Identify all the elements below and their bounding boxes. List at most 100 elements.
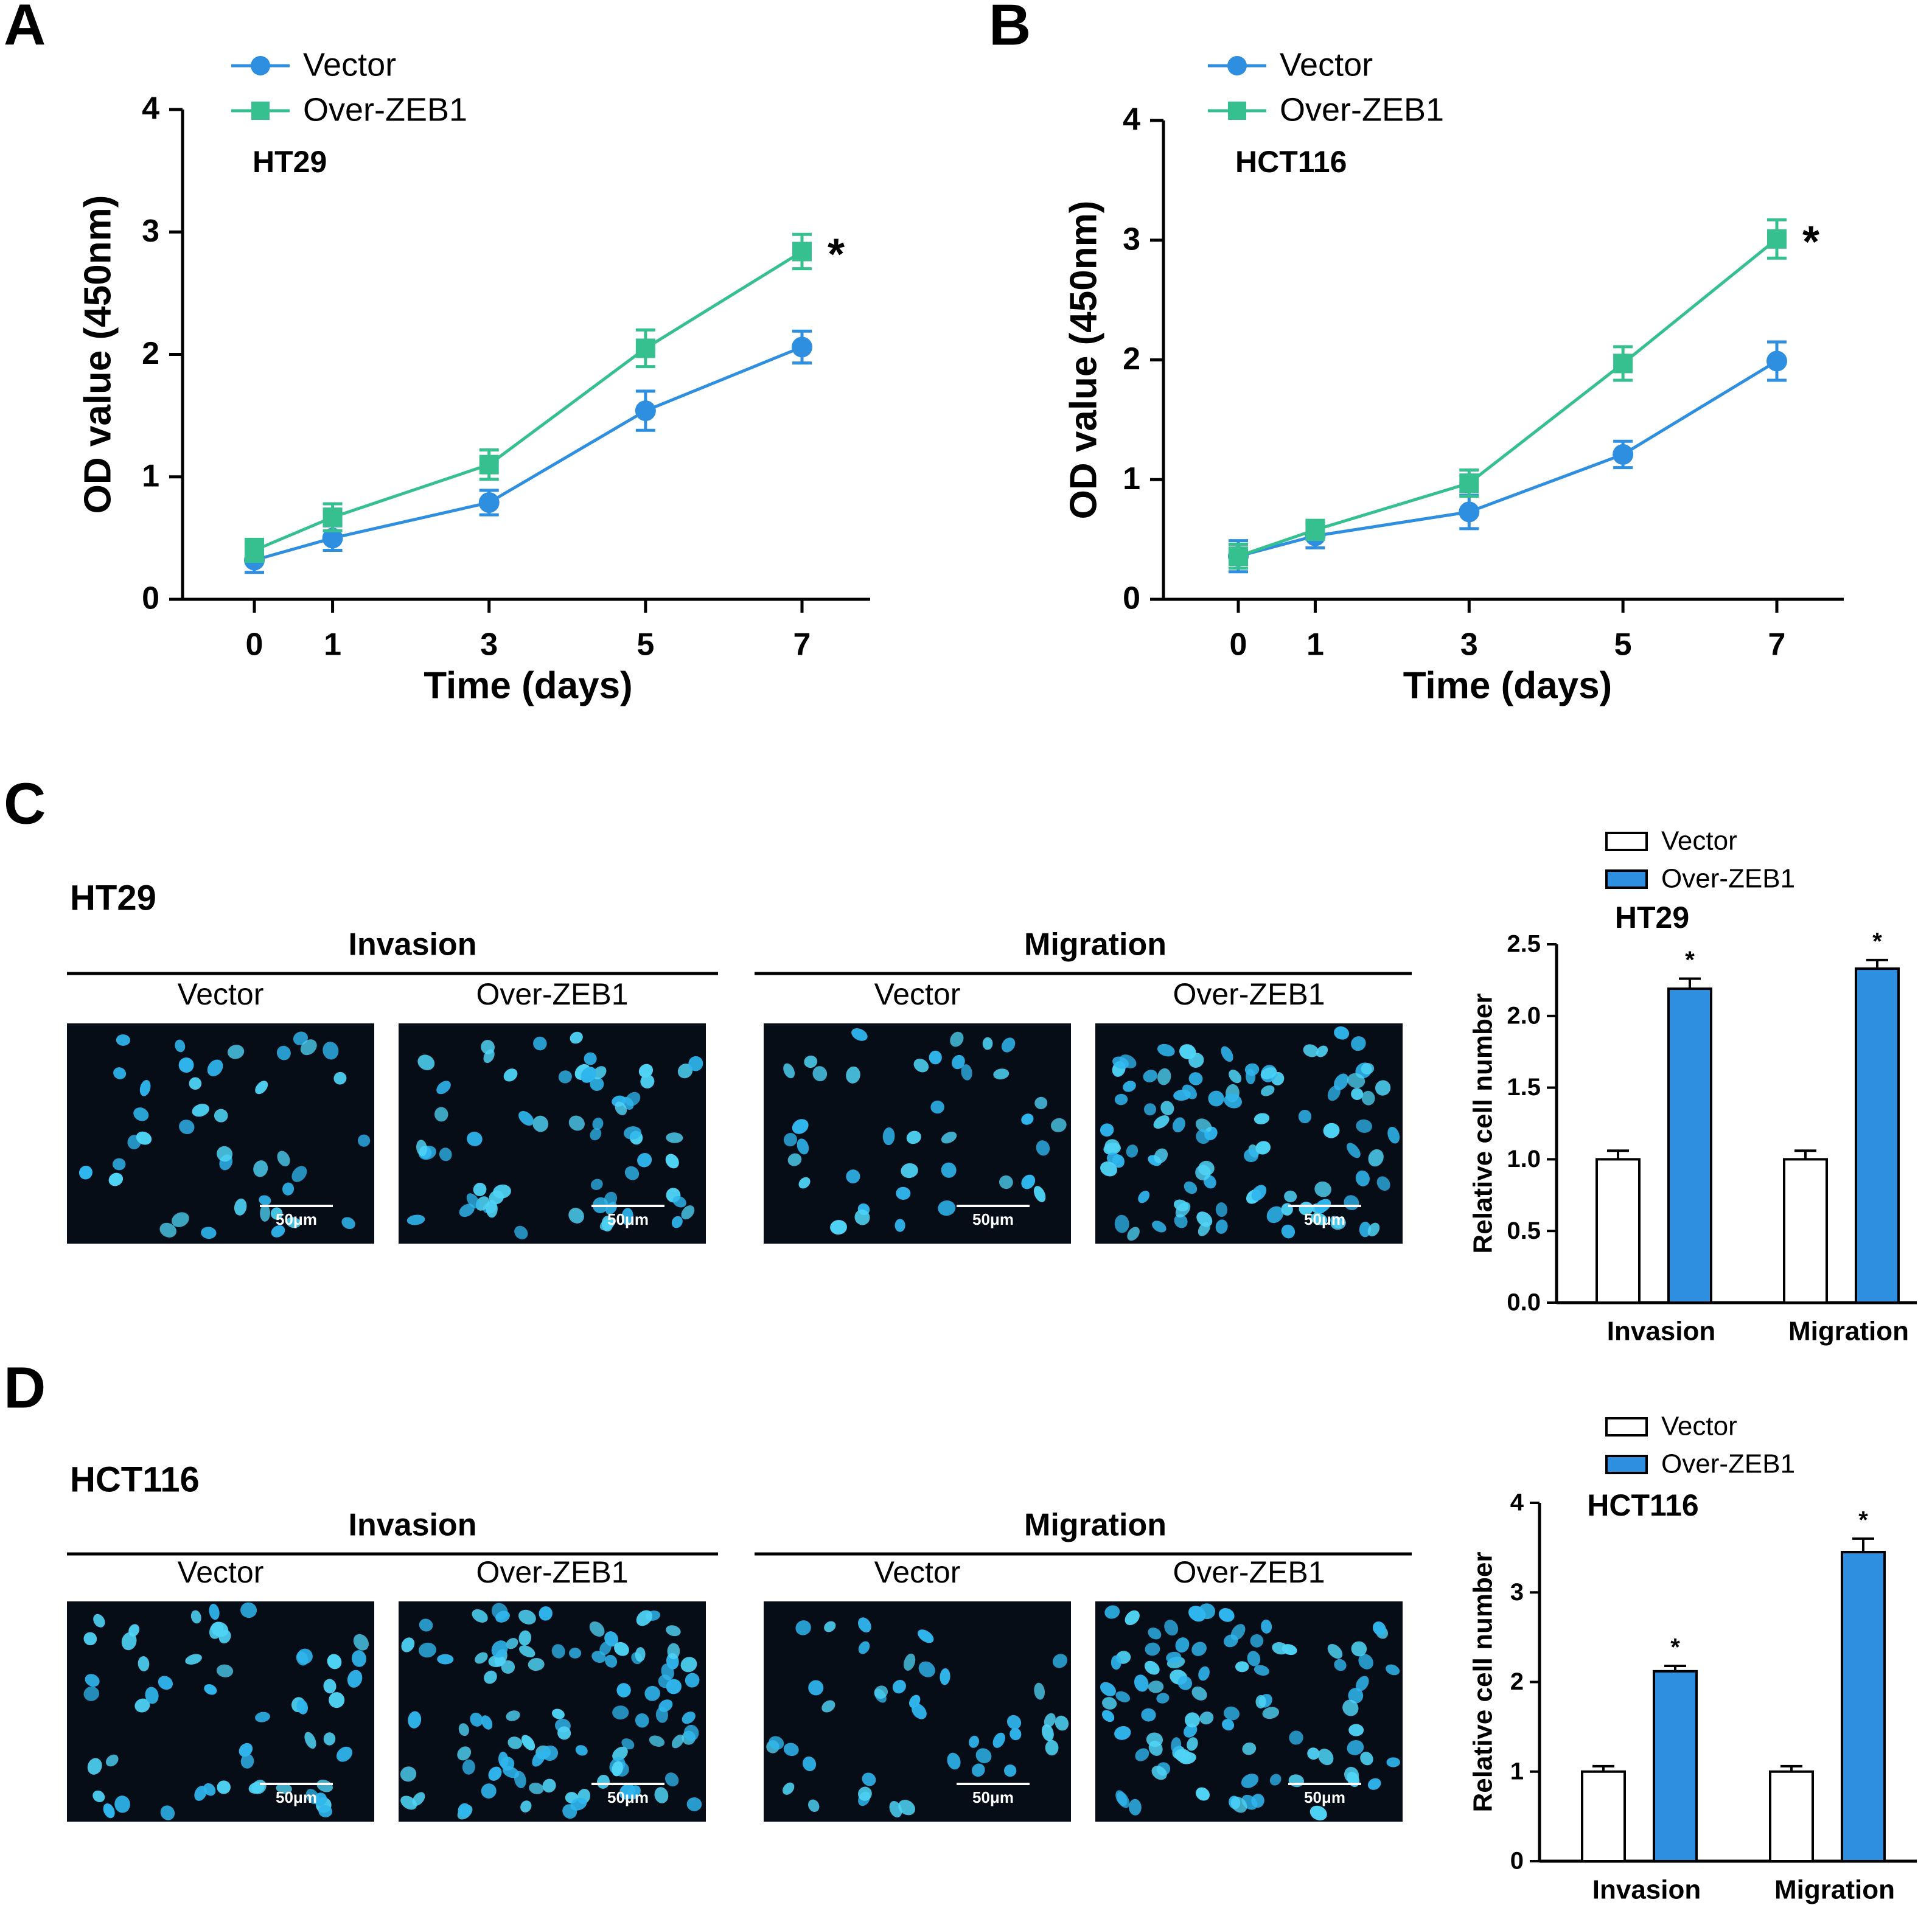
cell-nucleus [803,1756,817,1771]
cell-nucleus [475,1196,490,1211]
migration-header: Migration [1024,927,1167,963]
data-point-vector [1459,501,1480,523]
cell-nucleus [1045,1740,1059,1756]
cell-nucleus [507,1736,523,1749]
cell-nucleus [103,1803,115,1819]
cell-nucleus [901,1163,918,1179]
cell-nucleus [175,1039,186,1053]
cell-nucleus [1111,1655,1121,1670]
cell-nucleus [1100,1682,1116,1696]
cell-nucleus [918,1629,934,1643]
cell-nucleus [533,1036,547,1051]
cell-nucleus [502,1766,520,1778]
cell-nucleus [892,1680,906,1694]
cell-nucleus [528,1658,545,1671]
cell-nucleus [1254,1113,1270,1124]
x-tick-label: 0 [246,627,263,663]
legend-swatch-over-zeb1 [1605,1455,1648,1474]
cell-nucleus [605,1654,618,1668]
cell-nucleus [1348,1688,1364,1704]
y-axis-title: Relative cell number [1468,1552,1498,1813]
cell-nucleus [1041,1724,1054,1741]
data-point-over-zeb1 [1459,473,1479,493]
cell-nucleus [912,1703,927,1719]
cell-nucleus [680,1657,697,1673]
legend-marker-square [1228,102,1246,120]
cell-nucleus [569,1648,582,1659]
cell-nucleus [1114,1093,1128,1106]
cell-nucleus [92,1790,105,1803]
cell-nucleus [1367,1222,1380,1237]
microscopy-image: 50μm [399,1023,706,1244]
cell-nucleus [209,1603,220,1620]
y-tick-label: 2 [1123,341,1140,377]
cell-nucleus [581,1067,596,1083]
cell-nucleus [1114,1214,1129,1233]
cell-nucleus [204,1684,217,1695]
cell-nucleus [1347,1143,1361,1158]
cell-nucleus [139,1079,151,1096]
cell-nucleus [1372,1621,1386,1635]
data-point-over-zeb1 [792,242,812,262]
cell-nucleus [557,1726,571,1740]
cell-nucleus [636,1610,653,1626]
legend-label: Over-ZEB1 [1661,1449,1795,1479]
cell-nucleus [85,1674,100,1687]
cell-nucleus [1262,1707,1280,1719]
cell-nucleus [627,1785,641,1800]
cell-nucleus [483,1049,495,1064]
cell-nucleus [439,1148,452,1161]
cell-nucleus [473,1182,487,1196]
cell-nucleus [520,1800,532,1813]
bar-vector [1581,1770,1626,1862]
y-tick-label: 1.0 [1507,1146,1541,1172]
cell-nucleus [260,1204,270,1222]
scale-bar-label: 50μm [276,1788,317,1806]
image-label: Vector [874,1555,961,1589]
cell-nucleus [601,1215,613,1232]
cell-nucleus [1126,1144,1139,1158]
cell-nucleus [1323,1123,1340,1138]
cell-nucleus [671,1734,685,1749]
panel-label-b: B [989,0,1031,57]
data-point-vector [478,492,500,514]
y-tick-label: 0 [1123,581,1140,616]
cell-nucleus [1125,1610,1140,1626]
microscopy-image: 50μm [67,1023,374,1244]
cell-nucleus [590,1179,603,1190]
cell-nucleus [519,1645,535,1657]
cell-nucleus [1166,1651,1182,1663]
chart-title: HT29 [253,145,327,179]
y-axis-title: Relative cell number [1468,994,1498,1254]
cell-nucleus [672,1196,686,1208]
cell-nucleus [1316,1045,1328,1057]
cell-nucleus [1230,1797,1247,1813]
cell-nucleus [1145,1642,1160,1656]
cell-nucleus [1033,1186,1046,1202]
significance-star: * [1858,1506,1868,1533]
cell-nucleus [1347,1740,1364,1755]
chart-title: HCT116 [1235,145,1347,179]
cell-nucleus [1386,1757,1400,1767]
cell-nucleus [1360,1752,1373,1766]
cell-nucleus [514,1225,528,1239]
cell-nucleus [854,1209,870,1225]
panel-label-d: D [4,1355,46,1420]
cell-nucleus [481,1715,493,1730]
cell-nucleus [1351,1641,1367,1657]
cell-nucleus [1235,1661,1249,1673]
cell-nucleus [1135,1748,1149,1761]
cell-nucleus [1330,1216,1346,1230]
cell-nucleus [1260,1067,1277,1079]
cell-nucleus [1191,1686,1207,1701]
cell-nucleus [824,1621,836,1632]
cell-nucleus [136,1131,152,1145]
cell-nucleus [495,1611,510,1623]
data-point-over-zeb1 [245,540,264,560]
y-tick-label: 0 [142,581,159,616]
cell-nucleus [1152,1221,1167,1233]
cell-nucleus [239,1743,253,1757]
cell-nucleus [185,1654,202,1665]
cell-nucleus [783,1782,795,1795]
